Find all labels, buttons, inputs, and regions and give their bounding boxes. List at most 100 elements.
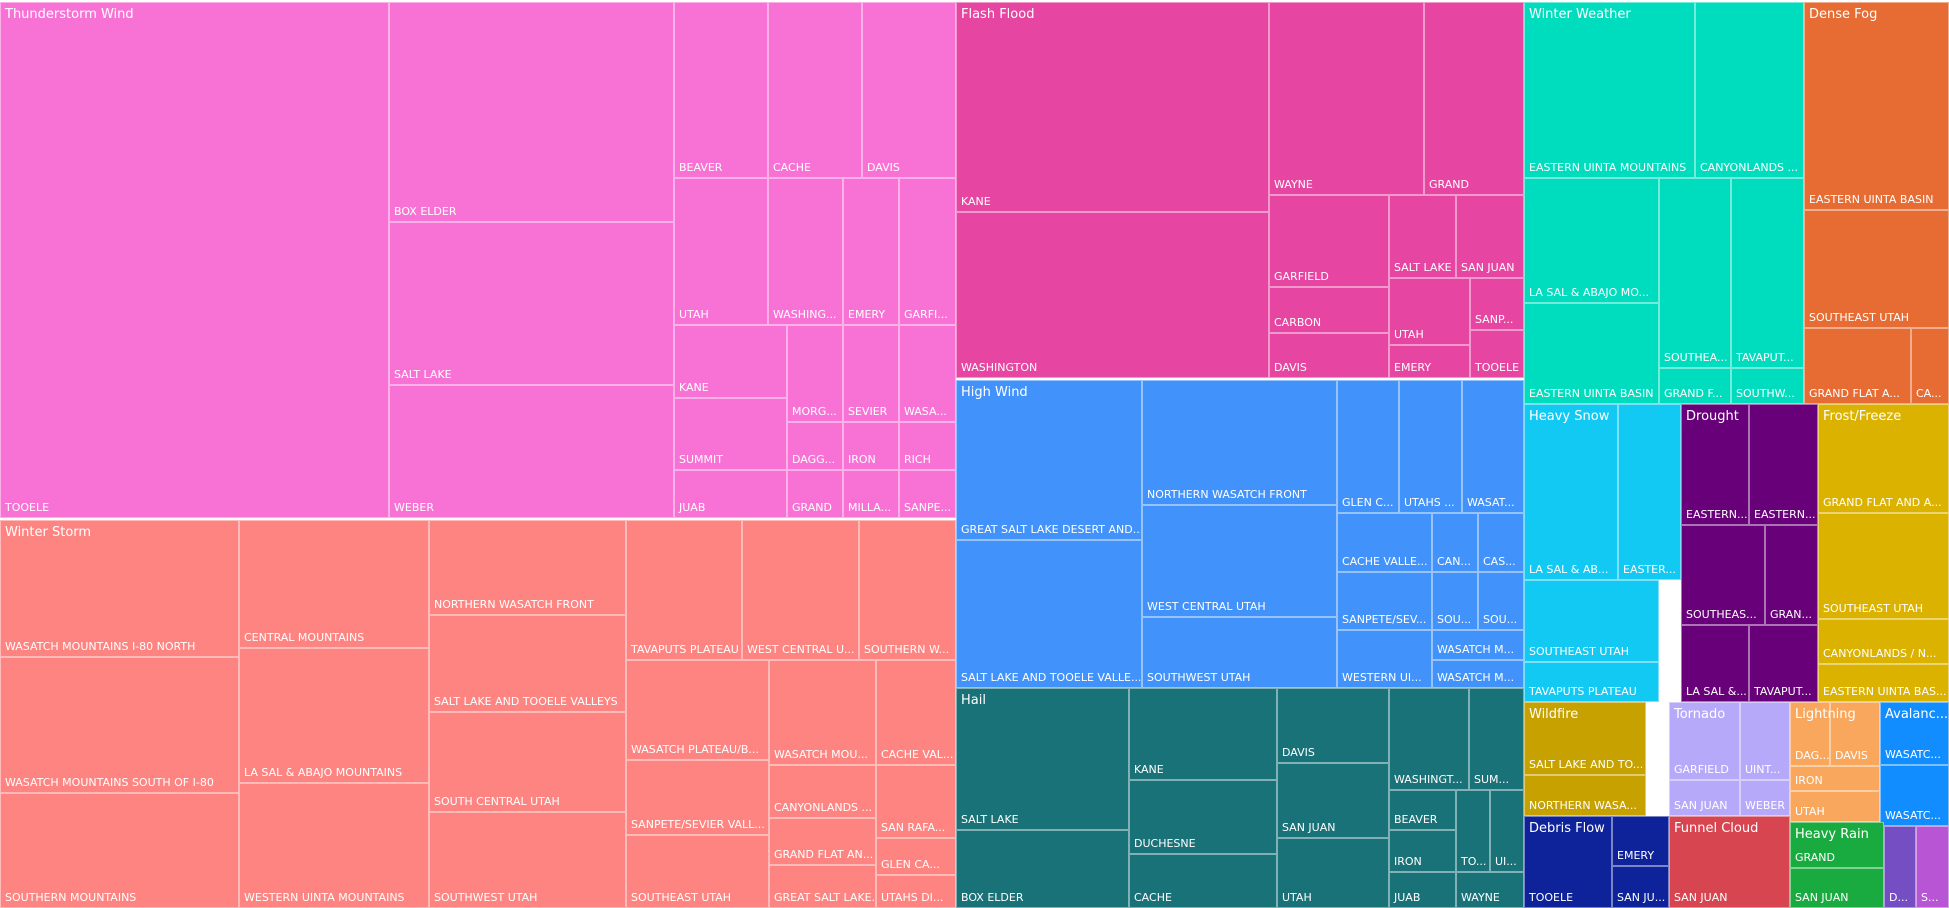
- treemap-leaf-hail-kane[interactable]: KANE: [1129, 688, 1277, 780]
- treemap-leaf-winter-storm-utahs-di[interactable]: UTAHS DI...: [876, 875, 956, 908]
- treemap-leaf-dense-fog-eastern-uinta-basin[interactable]: EASTERN UINTA BASIN: [1804, 2, 1949, 210]
- treemap-leaf-hail-washingt[interactable]: WASHINGT...: [1389, 688, 1469, 790]
- treemap-leaf-thunderstorm-wind-beaver[interactable]: BEAVER: [674, 2, 768, 178]
- treemap-leaf-flash-flood-wayne[interactable]: WAYNE: [1269, 2, 1424, 195]
- treemap-leaf-winter-storm-wasatch-plateau-b[interactable]: WASATCH PLATEAU/B...: [626, 660, 769, 760]
- treemap-leaf-drought-la-sal[interactable]: LA SAL &...: [1681, 625, 1749, 702]
- treemap-leaf-debris-flow-tooele[interactable]: TOOELE: [1524, 816, 1612, 908]
- treemap-leaf-flash-flood-kane[interactable]: KANE: [956, 2, 1269, 212]
- treemap-leaf-thunderstorm-wind-box-elder[interactable]: BOX ELDER: [389, 2, 674, 222]
- treemap-leaf-hail-utah[interactable]: UTAH: [1277, 838, 1389, 908]
- treemap-leaf-thunderstorm-wind-summit[interactable]: SUMMIT: [674, 398, 787, 470]
- treemap-leaf-thunderstorm-wind-rich[interactable]: RICH: [899, 422, 956, 470]
- treemap-leaf-high-wind-sou[interactable]: SOU...: [1478, 572, 1524, 630]
- treemap-leaf-frost-freeze-southeast-utah[interactable]: SOUTHEAST UTAH: [1818, 513, 1949, 619]
- treemap-leaf-tornado-san-juan[interactable]: SAN JUAN: [1669, 780, 1740, 816]
- treemap-leaf-hail-wayne[interactable]: WAYNE: [1456, 872, 1524, 908]
- treemap-leaf-debris-flow-san-ju[interactable]: SAN JU...: [1612, 866, 1669, 908]
- treemap-leaf-high-wind-southwest-utah[interactable]: SOUTHWEST UTAH: [1142, 617, 1337, 688]
- treemap-leaf-winter-weather-grand-f[interactable]: GRAND F...: [1659, 368, 1731, 404]
- treemap-leaf-winter-storm-southeast-utah[interactable]: SOUTHEAST UTAH: [626, 835, 769, 908]
- treemap-leaf-tornado-uint[interactable]: UINT...: [1740, 702, 1790, 780]
- treemap-leaf-winter-storm-glen-ca[interactable]: GLEN CA...: [876, 838, 956, 875]
- treemap-leaf-hail-duchesne[interactable]: DUCHESNE: [1129, 780, 1277, 854]
- treemap-leaf-drought-southeas[interactable]: SOUTHEAS...: [1681, 525, 1765, 625]
- treemap-leaf-drought-eastern[interactable]: EASTERN...: [1681, 404, 1749, 525]
- treemap-leaf-thunderstorm-wind-milla[interactable]: MILLA...: [843, 470, 899, 518]
- treemap-leaf-winter-weather-eastern-uinta-basin[interactable]: EASTERN UINTA BASIN: [1524, 303, 1659, 404]
- treemap-leaf-high-wind-glen-c[interactable]: GLEN C...: [1337, 380, 1399, 513]
- treemap-leaf-high-wind-great-salt-lake-desert-and[interactable]: GREAT SALT LAKE DESERT AND...: [956, 380, 1142, 540]
- treemap-leaf-winter-storm-southwest-utah[interactable]: SOUTHWEST UTAH: [429, 812, 626, 908]
- treemap-leaf-dense-fog-ca[interactable]: CA...: [1911, 328, 1949, 404]
- treemap-leaf-winter-storm-grand-flat-an[interactable]: GRAND FLAT AN...: [769, 818, 876, 865]
- treemap-leaf-hail-salt-lake[interactable]: SALT LAKE: [956, 688, 1129, 830]
- treemap-leaf-high-wind-sou[interactable]: SOU...: [1432, 572, 1478, 630]
- treemap-leaf-flash-flood-washington[interactable]: WASHINGTON: [956, 212, 1269, 378]
- treemap-leaf-high-wind-can[interactable]: CAN...: [1432, 513, 1478, 572]
- treemap-leaf-thunderstorm-wind-iron[interactable]: IRON: [843, 422, 899, 470]
- treemap-leaf-frost-freeze-eastern-uinta-bas[interactable]: EASTERN UINTA BAS...: [1818, 664, 1949, 702]
- treemap-leaf-flash-flood-emery[interactable]: EMERY: [1389, 345, 1470, 378]
- treemap-leaf-winter-storm-western-uinta-mountains[interactable]: WESTERN UINTA MOUNTAINS: [239, 783, 429, 908]
- treemap-leaf-winter-weather-eastern-uinta-mountains[interactable]: EASTERN UINTA MOUNTAINS: [1524, 2, 1695, 178]
- treemap-leaf-heavy-snow-southeast-utah[interactable]: SOUTHEAST UTAH: [1524, 580, 1659, 662]
- treemap-leaf-thunderstorm-wind-salt-lake[interactable]: SALT LAKE: [389, 222, 674, 385]
- treemap-leaf-thunderstorm-wind-morg[interactable]: MORG...: [787, 325, 843, 422]
- treemap-leaf-thunderstorm-wind-cache[interactable]: CACHE: [768, 2, 862, 178]
- treemap-leaf-hail-beaver[interactable]: BEAVER: [1389, 790, 1456, 830]
- treemap-leaf-funnel-cloud-san-juan[interactable]: SAN JUAN: [1669, 816, 1790, 908]
- treemap-leaf-winter-storm-southern-mountains[interactable]: SOUTHERN MOUNTAINS: [0, 793, 239, 908]
- treemap-leaf-high-wind-cache-valle[interactable]: CACHE VALLE...: [1337, 513, 1432, 572]
- treemap-leaf-thunderstorm-wind-juab[interactable]: JUAB: [674, 470, 787, 518]
- treemap-leaf-thunderstorm-wind-dagg[interactable]: DAGG...: [787, 422, 843, 470]
- treemap-leaf-winter-storm-wasatch-mountains-i-80-north[interactable]: WASATCH MOUNTAINS I-80 NORTH: [0, 520, 239, 657]
- treemap-leaf-winter-storm-canyonlands[interactable]: CANYONLANDS ...: [769, 765, 876, 818]
- treemap-leaf-thunderstorm-wind-kane[interactable]: KANE: [674, 325, 787, 398]
- treemap-leaf-flash-flood-davis[interactable]: DAVIS: [1269, 333, 1389, 378]
- treemap-leaf-hail-to[interactable]: TO...: [1456, 790, 1490, 872]
- treemap-leaf-high-wind-sanpete-sev[interactable]: SANPETE/SEV...: [1337, 572, 1432, 630]
- treemap-leaf-lightning-davis[interactable]: DAVIS: [1830, 702, 1880, 766]
- treemap-leaf-winter-storm-west-central-u[interactable]: WEST CENTRAL U...: [742, 520, 859, 660]
- treemap-leaf-flash-flood-carbon[interactable]: CARBON: [1269, 287, 1389, 333]
- treemap-leaf-high-wind-wasatch-m[interactable]: WASATCH M...: [1432, 630, 1524, 660]
- treemap-leaf-debris-flow-emery[interactable]: EMERY: [1612, 816, 1669, 866]
- treemap-leaf-frost-freeze-canyonlands-n[interactable]: CANYONLANDS / N...: [1818, 619, 1949, 664]
- treemap-leaf-winter-storm-san-rafa[interactable]: SAN RAFA...: [876, 765, 956, 838]
- treemap-leaf-thunderstorm-wind-emery[interactable]: EMERY: [843, 178, 899, 325]
- treemap-leaf-flash-flood-utah[interactable]: UTAH: [1389, 278, 1470, 345]
- treemap-leaf-flash-flood-tooele[interactable]: TOOELE: [1470, 330, 1524, 378]
- treemap-leaf-high-wind-wasat[interactable]: WASAT...: [1462, 380, 1524, 513]
- treemap-leaf-winter-storm-wasatch-mou[interactable]: WASATCH MOU...: [769, 660, 876, 765]
- treemap-leaf-thunderstorm-wind-wasa[interactable]: WASA...: [899, 325, 956, 422]
- treemap-leaf-flash-flood-grand[interactable]: GRAND: [1424, 2, 1524, 195]
- treemap-leaf-winter-weather-southw[interactable]: SOUTHW...: [1731, 368, 1804, 404]
- treemap-leaf-tornado-garfield[interactable]: GARFIELD: [1669, 702, 1740, 780]
- treemap-leaf-high-wind-salt-lake-and-tooele-valle[interactable]: SALT LAKE AND TOOELE VALLE...: [956, 540, 1142, 688]
- treemap-leaf-winter-weather-southea[interactable]: SOUTHEA...: [1659, 178, 1731, 368]
- treemap-leaf-frost-freeze-grand-flat-and-a[interactable]: GRAND FLAT AND A...: [1818, 404, 1949, 513]
- treemap-leaf-dense-fog-southeast-utah[interactable]: SOUTHEAST UTAH: [1804, 210, 1949, 328]
- treemap-leaf-winter-storm-wasatch-mountains-south-of-i-80[interactable]: WASATCH MOUNTAINS SOUTH OF I-80: [0, 657, 239, 793]
- treemap-leaf-winter-storm-northern-wasatch-front[interactable]: NORTHERN WASATCH FRONT: [429, 520, 626, 615]
- treemap-leaf-winter-storm-south-central-utah[interactable]: SOUTH CENTRAL UTAH: [429, 712, 626, 812]
- treemap-leaf-thunderstorm-wind-washing[interactable]: WASHING...: [768, 178, 843, 325]
- treemap-leaf-hail-cache[interactable]: CACHE: [1129, 854, 1277, 908]
- treemap-leaf-lightning-utah[interactable]: UTAH: [1790, 791, 1880, 822]
- treemap-leaf-hail-box-elder[interactable]: BOX ELDER: [956, 830, 1129, 908]
- treemap-leaf-group-17-d[interactable]: D...: [1884, 826, 1916, 908]
- treemap-leaf-heavy-rain-grand[interactable]: GRAND: [1790, 822, 1884, 868]
- treemap-leaf-heavy-snow-la-sal-ab[interactable]: LA SAL & AB...: [1524, 404, 1618, 580]
- treemap-leaf-drought-tavaput[interactable]: TAVAPUT...: [1749, 625, 1818, 702]
- treemap-leaf-group-18-s[interactable]: S...: [1916, 826, 1949, 908]
- treemap-leaf-winter-storm-southern-w[interactable]: SOUTHERN W...: [859, 520, 956, 660]
- treemap-leaf-hail-juab[interactable]: JUAB: [1389, 872, 1456, 908]
- treemap-leaf-heavy-snow-tavaputs-plateau[interactable]: TAVAPUTS PLATEAU: [1524, 662, 1659, 702]
- treemap-leaf-heavy-snow-easter[interactable]: EASTER...: [1618, 404, 1681, 580]
- treemap-leaf-drought-gran[interactable]: GRAN...: [1765, 525, 1818, 625]
- treemap-leaf-drought-eastern[interactable]: EASTERN...: [1749, 404, 1818, 525]
- treemap-leaf-flash-flood-san-juan[interactable]: SAN JUAN: [1456, 195, 1524, 278]
- treemap-leaf-winter-storm-salt-lake-and-tooele-valleys[interactable]: SALT LAKE AND TOOELE VALLEYS: [429, 615, 626, 712]
- treemap-leaf-lightning-dag[interactable]: DAG...: [1790, 702, 1830, 766]
